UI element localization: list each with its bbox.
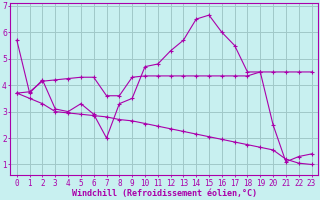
- X-axis label: Windchill (Refroidissement éolien,°C): Windchill (Refroidissement éolien,°C): [72, 189, 257, 198]
